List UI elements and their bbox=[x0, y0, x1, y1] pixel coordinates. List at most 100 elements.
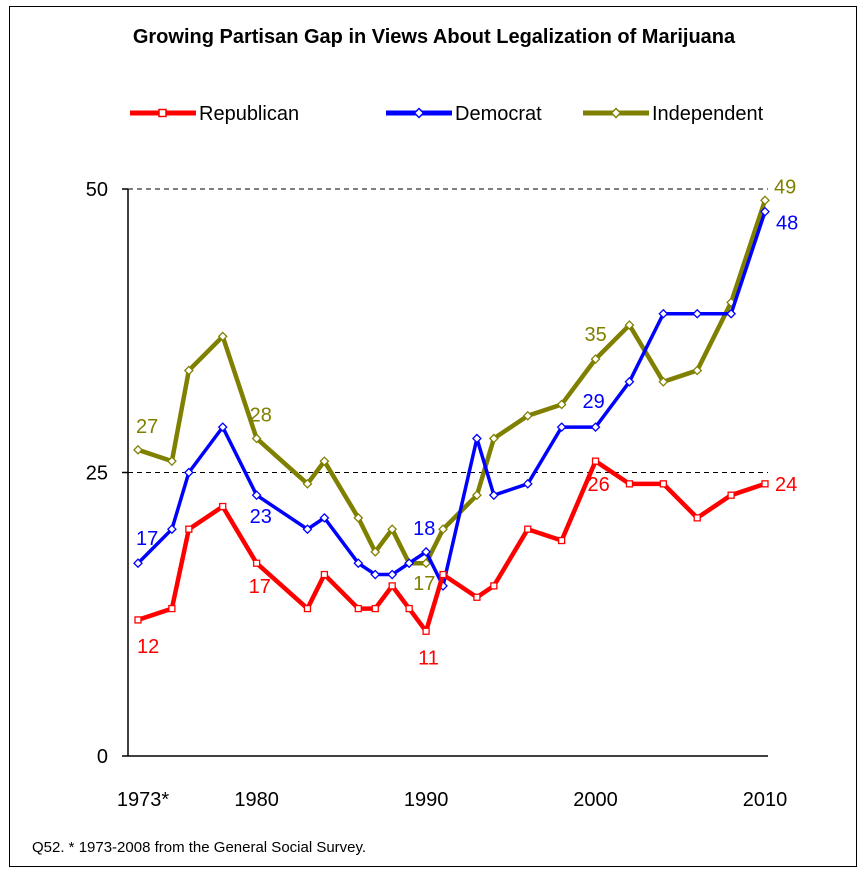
data-point bbox=[405, 604, 413, 613]
x-tick-label: 2010 bbox=[743, 789, 788, 811]
tick-labels: 0 25 50 1973* 1980 1990 2000 2010 bbox=[86, 179, 788, 811]
data-point bbox=[439, 570, 447, 579]
data-point bbox=[760, 206, 770, 217]
legend-label: Republican bbox=[199, 103, 299, 125]
data-point bbox=[727, 491, 735, 499]
data-point bbox=[387, 524, 398, 535]
x-tick-label: 1990 bbox=[404, 789, 449, 811]
data-label-republican: 24 bbox=[775, 474, 797, 496]
data-labels: 12 17 11 26 24 17 23 18 29 48 27 28 17 35 49 bbox=[136, 176, 798, 669]
data-point bbox=[302, 478, 313, 489]
data-point bbox=[726, 308, 737, 319]
data-point bbox=[319, 456, 330, 467]
x-tick-label: 1973* bbox=[117, 789, 169, 811]
data-point bbox=[473, 593, 481, 601]
data-point bbox=[183, 467, 194, 478]
data-point bbox=[252, 559, 261, 567]
data-point bbox=[251, 490, 262, 501]
data-point bbox=[556, 399, 567, 410]
legend: Republican Democrat Independent bbox=[130, 103, 764, 125]
x-tick-label: 2000 bbox=[573, 789, 618, 811]
data-label-democrat: 23 bbox=[250, 506, 272, 528]
data-label-democrat: 48 bbox=[776, 213, 798, 235]
data-label-independent: 35 bbox=[585, 324, 607, 346]
data-point bbox=[692, 308, 703, 319]
data-point bbox=[251, 433, 262, 444]
data-point bbox=[590, 354, 601, 365]
axes bbox=[122, 188, 768, 757]
data-point bbox=[692, 365, 703, 376]
data-point bbox=[354, 604, 362, 613]
gridlines bbox=[128, 188, 768, 473]
data-point bbox=[556, 422, 567, 433]
data-point bbox=[404, 558, 415, 569]
series-lines bbox=[133, 195, 770, 635]
series-republican bbox=[134, 457, 769, 635]
data-point bbox=[353, 558, 364, 569]
y-tick-label: 0 bbox=[97, 746, 108, 768]
series-line bbox=[137, 199, 768, 566]
data-point bbox=[693, 514, 701, 522]
data-point bbox=[133, 558, 143, 569]
data-label-democrat: 29 bbox=[583, 391, 605, 413]
legend-item-democrat: Democrat bbox=[386, 103, 542, 125]
data-label-republican: 17 bbox=[249, 576, 271, 598]
data-label-independent: 17 bbox=[413, 573, 435, 595]
chart-title: Growing Partisan Gap in Views About Lega… bbox=[132, 26, 736, 48]
data-point bbox=[488, 490, 499, 501]
data-label-democrat: 17 bbox=[136, 528, 158, 550]
data-point bbox=[388, 582, 396, 590]
data-point bbox=[217, 422, 228, 433]
data-point bbox=[421, 558, 432, 569]
legend-label: Democrat bbox=[455, 103, 542, 125]
x-tick-label: 1980 bbox=[234, 789, 279, 811]
series-line bbox=[136, 211, 767, 588]
data-point bbox=[168, 604, 176, 613]
data-label-independent: 49 bbox=[774, 176, 796, 198]
data-label-republican: 26 bbox=[588, 474, 610, 496]
data-point bbox=[624, 320, 635, 330]
data-point bbox=[183, 365, 194, 376]
data-point bbox=[133, 444, 143, 455]
data-point bbox=[185, 525, 193, 533]
data-label-independent: 28 bbox=[250, 404, 272, 426]
data-point bbox=[353, 512, 364, 523]
data-point bbox=[166, 524, 177, 535]
data-label-independent: 27 bbox=[136, 416, 158, 438]
data-point bbox=[387, 569, 398, 580]
y-tick-label: 50 bbox=[86, 179, 108, 201]
data-point bbox=[760, 195, 770, 206]
data-point bbox=[557, 536, 566, 545]
data-point bbox=[166, 456, 177, 467]
legend-item-republican: Republican bbox=[130, 103, 299, 125]
data-point bbox=[370, 569, 381, 580]
data-point bbox=[761, 480, 769, 488]
data-point bbox=[438, 524, 448, 535]
data-point bbox=[217, 331, 228, 342]
data-point bbox=[320, 570, 329, 579]
data-point bbox=[303, 604, 312, 613]
data-point bbox=[590, 422, 601, 433]
data-point bbox=[302, 524, 313, 535]
data-point bbox=[421, 546, 432, 557]
data-point bbox=[659, 480, 667, 488]
data-point bbox=[490, 582, 498, 590]
series-democrat bbox=[133, 206, 770, 591]
data-point bbox=[591, 457, 600, 465]
data-point bbox=[488, 433, 499, 444]
data-point bbox=[625, 480, 634, 488]
data-point bbox=[522, 478, 533, 489]
data-point bbox=[624, 376, 635, 387]
chart-frame bbox=[9, 6, 857, 867]
legend-marker bbox=[158, 108, 167, 118]
data-point bbox=[658, 376, 669, 387]
data-label-democrat: 18 bbox=[413, 518, 435, 540]
footnote: Q52. * 1973-2008 from the General Social… bbox=[32, 839, 367, 856]
data-point bbox=[524, 525, 532, 533]
legend-label: Independent bbox=[652, 103, 764, 125]
data-point bbox=[471, 433, 482, 444]
data-point bbox=[370, 546, 381, 557]
data-point bbox=[522, 410, 533, 421]
data-point bbox=[471, 490, 482, 501]
